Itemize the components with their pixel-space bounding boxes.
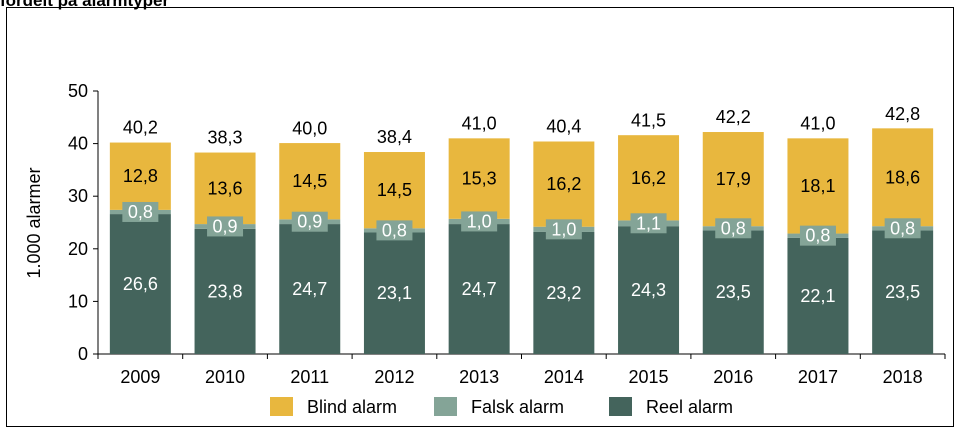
y-tick-label: 50 <box>68 81 88 101</box>
y-tick-label: 0 <box>78 344 88 364</box>
data-label-falsk: 1,0 <box>551 219 576 239</box>
data-label-reel: 23,2 <box>546 283 581 303</box>
data-label-total: 41,5 <box>631 111 666 131</box>
data-label-falsk: 0,8 <box>890 218 915 238</box>
data-label-falsk-bg <box>122 201 159 222</box>
data-label-reel: 22,1 <box>800 286 835 306</box>
data-label-reel: 23,5 <box>885 282 920 302</box>
data-label-total: 40,2 <box>123 118 158 138</box>
data-label-falsk-bg <box>799 225 836 246</box>
data-label-falsk-bg <box>376 220 413 241</box>
data-label-blind: 16,2 <box>631 168 666 188</box>
x-tick-label: 2017 <box>798 367 838 387</box>
legend: Blind alarm Falsk alarm Reel alarm <box>270 397 733 417</box>
bar-segment-reel-alarm <box>787 237 849 354</box>
legend-swatch <box>609 397 632 416</box>
data-label-falsk: 0,9 <box>297 212 322 232</box>
data-label-reel: 24,7 <box>462 279 497 299</box>
legend-label: Reel alarm <box>646 397 733 417</box>
x-tick-label: 2016 <box>713 367 753 387</box>
bar-segment-reel-alarm <box>363 232 425 354</box>
x-tick-label: 2015 <box>629 367 669 387</box>
bar-segment-blind-alarm <box>618 135 680 221</box>
x-tick-label: 2009 <box>120 367 160 387</box>
data-label-falsk: 0,9 <box>213 216 238 236</box>
data-label-blind: 17,9 <box>716 169 751 189</box>
data-label-total: 42,2 <box>716 107 751 127</box>
data-label-falsk: 0,8 <box>721 218 746 238</box>
legend-label: Falsk alarm <box>471 397 564 417</box>
data-label-reel: 23,8 <box>208 281 243 301</box>
data-label-falsk-bg <box>715 218 752 239</box>
data-label-total: 40,0 <box>292 119 327 139</box>
data-label-blind: 12,8 <box>123 166 158 186</box>
data-label-falsk-bg <box>207 216 244 237</box>
data-label-blind: 13,6 <box>208 178 243 198</box>
data-label-blind: 14,5 <box>377 180 412 200</box>
bar-segment-reel-alarm <box>109 214 171 354</box>
x-tick-label: 2010 <box>205 367 245 387</box>
data-label-falsk: 1,1 <box>636 213 661 233</box>
data-label-falsk-bg <box>545 219 582 240</box>
bar-segment-blind-alarm <box>448 138 510 219</box>
page-title: fordelt på alarmtyper <box>0 0 170 10</box>
data-label-total: 42,8 <box>885 104 920 124</box>
bar-segment-blind-alarm <box>279 143 341 220</box>
data-label-blind: 14,5 <box>292 171 327 191</box>
bar-segment-reel-alarm <box>872 230 934 354</box>
data-label-blind: 16,2 <box>546 174 581 194</box>
bar-segment-blind-alarm <box>702 132 764 227</box>
bar-segment-reel-alarm <box>533 231 595 354</box>
legend-label: Blind alarm <box>307 397 397 417</box>
data-label-falsk: 0,8 <box>128 202 153 222</box>
data-label-reel: 23,5 <box>716 282 751 302</box>
bar-segment-reel-alarm <box>194 228 256 354</box>
y-tick-label: 20 <box>68 239 88 259</box>
data-label-total: 40,4 <box>546 116 581 136</box>
bar-segment-reel-alarm <box>702 230 764 354</box>
x-tick-label: 2018 <box>883 367 923 387</box>
data-label-falsk: 0,8 <box>382 220 407 240</box>
bar-segment-blind-alarm <box>363 152 425 229</box>
y-tick-label: 40 <box>68 134 88 154</box>
data-label-total: 38,4 <box>377 127 412 147</box>
data-label-falsk-bg <box>291 211 328 232</box>
bar-segment-blind-alarm <box>533 141 595 227</box>
data-label-falsk: 1,0 <box>467 211 492 231</box>
data-label-falsk-bg <box>630 213 667 234</box>
x-tick-label: 2013 <box>459 367 499 387</box>
data-label-total: 41,0 <box>462 113 497 133</box>
data-label-falsk: 0,8 <box>805 226 830 246</box>
y-axis-label: 1.000 alarmer <box>24 167 44 278</box>
data-label-reel: 26,6 <box>123 274 158 294</box>
data-label-total: 41,0 <box>800 113 835 133</box>
data-label-falsk-bg <box>884 218 921 239</box>
bar-segment-blind-alarm <box>872 128 934 227</box>
x-tick-label: 2011 <box>290 367 329 387</box>
data-label-blind: 18,6 <box>885 167 920 187</box>
bar-segment-blind-alarm <box>194 152 256 225</box>
x-tick-label: 2014 <box>544 367 584 387</box>
data-label-reel: 24,3 <box>631 280 666 300</box>
legend-swatch <box>270 397 293 416</box>
data-label-reel: 24,7 <box>292 279 327 299</box>
bar-segment-reel-alarm <box>618 226 680 354</box>
data-labels: 26,6 0,8 12,8 40,2 23,8 0,9 13,6 38,3 24,7 0,9 14,… <box>122 104 921 306</box>
data-label-falsk-bg <box>461 211 498 232</box>
bar-segment-blind-alarm <box>787 138 849 234</box>
y-tick-label: 30 <box>68 186 88 206</box>
y-tick-label: 10 <box>68 291 88 311</box>
data-label-blind: 18,1 <box>800 176 835 196</box>
data-label-reel: 23,1 <box>377 283 412 303</box>
x-tick-label: 2012 <box>374 367 414 387</box>
bar-segment-reel-alarm <box>448 224 510 354</box>
bar-segment-blind-alarm <box>109 142 171 210</box>
bar-segment-reel-alarm <box>279 224 341 354</box>
data-label-total: 38,3 <box>208 128 243 148</box>
legend-swatch <box>434 397 457 416</box>
data-label-blind: 15,3 <box>462 169 497 189</box>
axes: 0 10 20 30 40 50 2009 2010 2011 2012 2013 2014 2015 2… <box>68 81 946 387</box>
